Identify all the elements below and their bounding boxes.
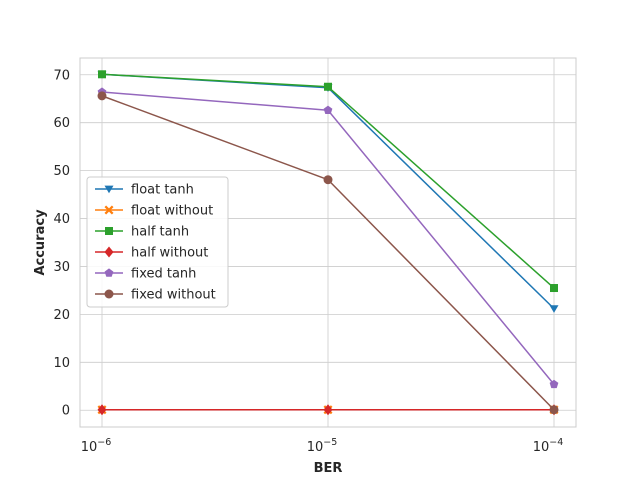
legend-label: float without <box>131 204 213 219</box>
x-axis-title: BER <box>314 461 343 476</box>
y-tick-label: 20 <box>53 308 70 323</box>
data-point <box>98 70 106 79</box>
data-point <box>97 91 107 101</box>
y-tick-label: 70 <box>53 68 70 83</box>
data-point <box>323 404 333 416</box>
legend-label: fixed tanh <box>131 267 196 282</box>
legend-item: fixed tanh <box>95 267 196 282</box>
legend-marker <box>104 289 114 299</box>
data-point <box>97 404 107 416</box>
legend-label: fixed without <box>131 288 216 303</box>
y-tick-label: 50 <box>53 164 70 179</box>
x-tick-labels: 10−6 10−5 10−4 <box>81 437 564 455</box>
y-axis-title: Accuracy <box>33 209 48 276</box>
data-point <box>324 82 332 91</box>
y-tick-labels: 0 10 20 30 40 50 60 70 <box>53 68 70 418</box>
legend-item: half without <box>95 246 208 261</box>
legend: float tanh float without half tanh half wit… <box>86 176 229 308</box>
legend-item: half tanh <box>95 225 189 240</box>
legend-marker <box>104 185 114 194</box>
legend-marker <box>104 205 114 215</box>
x-tick-label: 10−4 <box>533 437 564 455</box>
y-tick-label: 60 <box>53 116 70 131</box>
plot-frame <box>79 57 577 428</box>
legend-label: half without <box>131 246 208 261</box>
series-fixed-tanh <box>97 87 559 389</box>
legend-item: fixed without <box>95 288 216 303</box>
legend-label: float tanh <box>131 183 194 198</box>
series-fixed-without <box>97 91 559 415</box>
data-point <box>549 405 559 415</box>
series-half-tanh <box>98 70 558 293</box>
legend-item: float without <box>95 204 213 219</box>
series-group <box>97 70 559 416</box>
legend-item: float tanh <box>95 183 194 198</box>
y-tick-label: 40 <box>53 212 70 227</box>
data-point <box>549 379 559 389</box>
legend-marker <box>105 227 113 235</box>
x-tick-label: 10−5 <box>307 437 338 455</box>
y-tick-label: 0 <box>62 404 70 419</box>
data-point <box>323 175 333 185</box>
legend-marker <box>104 268 114 277</box>
data-point <box>550 284 558 293</box>
gridlines <box>80 58 576 427</box>
y-tick-label: 10 <box>53 356 70 371</box>
data-point <box>323 105 333 114</box>
y-tick-label: 30 <box>53 260 70 275</box>
legend-marker <box>104 246 114 258</box>
legend-label: half tanh <box>131 225 189 240</box>
data-point <box>549 305 559 313</box>
x-tick-label: 10−6 <box>81 437 112 455</box>
